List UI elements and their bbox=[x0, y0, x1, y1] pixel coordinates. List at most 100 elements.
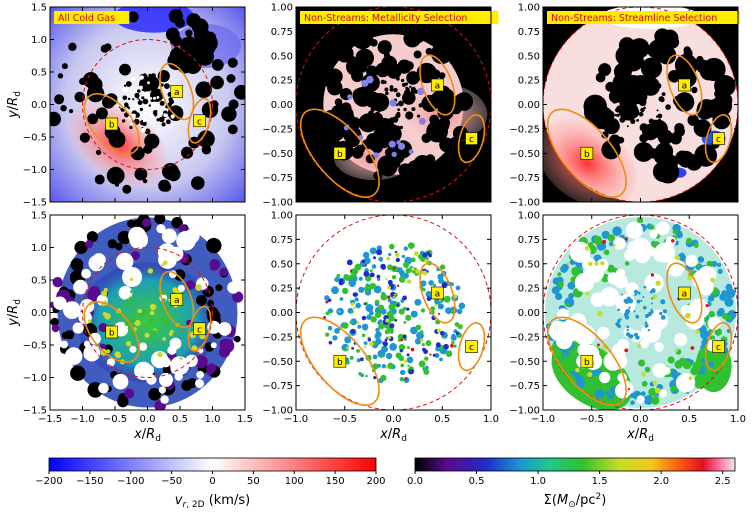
region-c-box bbox=[465, 132, 478, 145]
y-tick-label: −1.00 bbox=[262, 406, 293, 417]
region-a-label: a bbox=[435, 82, 441, 92]
x-tick-label: 1.0 bbox=[205, 414, 221, 425]
region-a-ellipse bbox=[419, 54, 456, 116]
density-colorbar-bar bbox=[414, 457, 736, 472]
density-colorbar-tick-label: 0.5 bbox=[469, 476, 485, 487]
panel-r2-c3: a b c −1.0 −0.5 0.0 0.5 1.0 1.00 0.75 0.50 0.25 0.00… bbox=[509, 211, 746, 445]
y-tick-label: −0.25 bbox=[509, 124, 540, 135]
panel-title-box bbox=[547, 11, 740, 24]
region-b-box bbox=[105, 117, 119, 131]
y-tick-label: −0.75 bbox=[509, 173, 540, 184]
y-tick-label: 0.00 bbox=[518, 308, 540, 319]
region-a-label: a bbox=[174, 296, 180, 306]
region-b-box bbox=[333, 146, 347, 160]
y-tick-label: 1.0 bbox=[31, 35, 47, 46]
y-tick-label: −1.00 bbox=[509, 198, 540, 209]
region-c-ellipse bbox=[704, 322, 733, 372]
y-tick-label: 0.75 bbox=[271, 235, 293, 246]
y-tick-label: −0.50 bbox=[262, 357, 293, 368]
y-tick-label: 0.25 bbox=[518, 284, 540, 295]
velocity-colorbar-tick-label: 200 bbox=[366, 476, 385, 487]
panel-r2-c2: a b c −1.0 −0.5 0.0 0.5 1.0 1.00 0.75 0.50 0.25 0.00… bbox=[262, 211, 499, 445]
region-b-ellipse bbox=[299, 108, 380, 199]
region-a-ellipse bbox=[666, 262, 703, 324]
panel-map bbox=[543, 7, 738, 202]
x-tick-label: 1.0 bbox=[483, 414, 499, 425]
y-tick-label: 0.0 bbox=[31, 308, 47, 319]
panel-r1-c1: a b c All Cold Gas 1.5 1.0 0.5 0.0 −0.5 −1.0 −1.5 y… bbox=[6, 3, 246, 209]
y-tick-label: −0.50 bbox=[509, 357, 540, 368]
region-c-ellipse bbox=[187, 97, 212, 144]
velocity-colorbar-label: vr, 2D (km/s) bbox=[175, 493, 250, 510]
x-tick-label: −1.5 bbox=[38, 414, 62, 425]
region-a-box bbox=[678, 78, 691, 92]
y-tick-label: −0.50 bbox=[509, 149, 540, 160]
panel-map bbox=[296, 215, 491, 410]
dashed-circle bbox=[82, 39, 213, 170]
y-tick-label: 0.75 bbox=[518, 235, 540, 246]
y-tick-label: 1.00 bbox=[518, 211, 540, 222]
region-a-label: a bbox=[435, 290, 441, 300]
y-tick-label: 0.25 bbox=[271, 284, 293, 295]
velocity-colorbar-tick-label: 100 bbox=[285, 476, 304, 487]
y-tick-label: 0.5 bbox=[31, 68, 47, 79]
density-colorbar-tick-label: 1.0 bbox=[530, 476, 546, 487]
y-tick-label: −1.00 bbox=[509, 406, 540, 417]
y-tick-label: −0.25 bbox=[262, 332, 293, 343]
region-c-label: c bbox=[716, 343, 721, 353]
y-tick-label: 1.5 bbox=[31, 3, 47, 14]
y-axis-label: y/Rd bbox=[6, 299, 23, 327]
density-colorbar-tick-label: 2.0 bbox=[653, 476, 669, 487]
region-c-box bbox=[712, 132, 725, 145]
panel-title: Non-Streams: Streamline Selection bbox=[551, 13, 717, 24]
velocity-colorbar-tick-label: 50 bbox=[247, 476, 260, 487]
region-c-label: c bbox=[469, 135, 474, 145]
x-tick-label: 0.5 bbox=[681, 414, 697, 425]
y-tick-label: 0.50 bbox=[518, 51, 540, 62]
region-a-label: a bbox=[174, 88, 180, 98]
density-colorbar-tick-label: 2.5 bbox=[715, 476, 731, 487]
region-b-box bbox=[580, 146, 594, 160]
y-tick-label: −1.5 bbox=[23, 406, 47, 417]
y-tick-label: 0.25 bbox=[271, 76, 293, 87]
panel-title-box bbox=[54, 11, 130, 24]
velocity-colorbar-tick-label: 0 bbox=[209, 476, 215, 487]
panel-r1-c2: a b c Non-Streams: Metallicity Selection 1.0… bbox=[262, 3, 499, 209]
region-b-label: b bbox=[337, 150, 343, 160]
panel-r1-c3: a b c Non-Streams: Streamline Selection 1.00… bbox=[509, 3, 740, 209]
x-tick-label: −0.5 bbox=[580, 414, 604, 425]
region-c-label: c bbox=[197, 117, 202, 127]
y-tick-label: −0.50 bbox=[262, 149, 293, 160]
density-colorbar: 0.0 0.5 1.0 1.5 2.0 2.5 Σ(M⊙/pc2) bbox=[407, 457, 736, 510]
region-a-box bbox=[431, 286, 444, 300]
region-c-ellipse bbox=[187, 305, 212, 352]
density-colorbar-tick-label: 0.0 bbox=[407, 476, 423, 487]
region-a-label: a bbox=[682, 290, 688, 300]
y-tick-label: −1.00 bbox=[262, 198, 293, 209]
region-b-box bbox=[105, 325, 119, 339]
y-tick-label: 0.75 bbox=[271, 27, 293, 38]
y-tick-label: 1.5 bbox=[31, 211, 47, 222]
region-a-ellipse bbox=[159, 62, 195, 121]
y-tick-label: −0.25 bbox=[262, 124, 293, 135]
y-tick-label: 0.75 bbox=[518, 27, 540, 38]
region-b-label: b bbox=[109, 121, 115, 131]
x-tick-label: 1.0 bbox=[730, 414, 746, 425]
region-a-box bbox=[678, 286, 691, 300]
region-b-ellipse bbox=[546, 108, 627, 199]
x-axis-label: x/Rd bbox=[133, 427, 161, 444]
y-tick-label: −0.25 bbox=[509, 332, 540, 343]
x-axis-label: x/Rd bbox=[626, 427, 654, 444]
region-b-ellipse bbox=[83, 93, 140, 155]
density-colorbar-label: Σ(M⊙/pc2) bbox=[544, 492, 607, 510]
density-colorbar-tick-label: 1.5 bbox=[592, 476, 608, 487]
y-tick-label: 0.00 bbox=[271, 100, 293, 111]
y-tick-label: 0.50 bbox=[271, 259, 293, 270]
region-c-box bbox=[465, 340, 478, 353]
region-b-ellipse bbox=[546, 316, 627, 407]
velocity-colorbar-bar bbox=[48, 457, 377, 472]
y-tick-label: −1.0 bbox=[23, 165, 47, 176]
x-tick-label: 1.5 bbox=[237, 414, 253, 425]
region-a-box bbox=[170, 293, 184, 306]
